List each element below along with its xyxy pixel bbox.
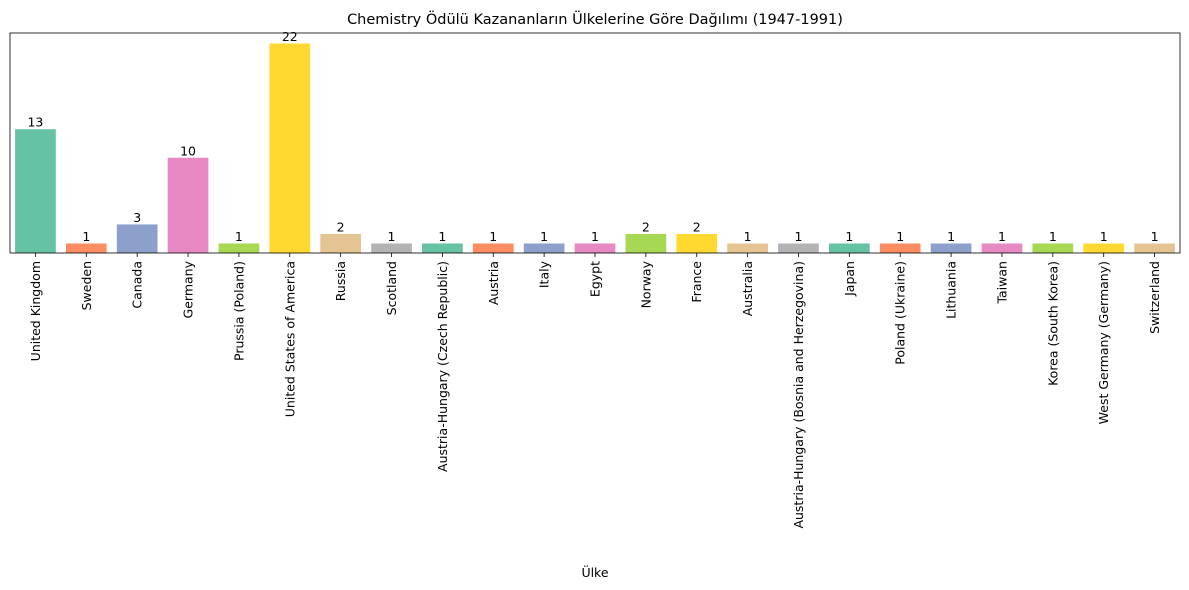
bar (981, 243, 1023, 253)
x-axis-title: Ülke (581, 564, 608, 580)
bar-value-label: 10 (180, 143, 196, 158)
bar-value-label: 1 (998, 229, 1006, 244)
x-tick-label: Russia (333, 261, 348, 301)
bar (116, 224, 158, 253)
plot-frame (9, 32, 1181, 254)
bar-value-label: 1 (1151, 229, 1159, 244)
x-tick-label: West Germany (Germany) (1096, 261, 1111, 424)
bar (269, 43, 311, 254)
bar (320, 233, 361, 253)
bar-value-label: 1 (1049, 229, 1057, 244)
bar (1083, 243, 1125, 253)
bar (879, 243, 921, 253)
bar (727, 243, 768, 253)
bar-value-label: 2 (642, 219, 650, 234)
bar-value-label: 1 (438, 229, 446, 244)
bar-value-label: 1 (896, 229, 904, 244)
x-tick-label: Egypt (588, 261, 603, 297)
bar-value-label: 1 (845, 229, 853, 244)
bar-value-label: 1 (235, 229, 243, 244)
bar (1032, 243, 1074, 253)
x-tick-label: Sweden (79, 261, 94, 310)
x-tick-label: Switzerland (1147, 261, 1162, 334)
bar-value-label: 3 (133, 210, 141, 225)
bar (472, 243, 514, 253)
x-tick-label: Austria-Hungary (Czech Republic) (435, 261, 450, 472)
bar (625, 233, 667, 253)
x-tick-label: Canada (130, 261, 145, 309)
x-tick-label: Germany (181, 260, 196, 318)
x-tick-label: Austria-Hungary (Bosnia and Herzegovina) (791, 261, 806, 529)
bar (167, 157, 209, 253)
x-tick-label: Poland (Ukraine) (893, 261, 908, 365)
bar-value-label: 2 (693, 219, 701, 234)
x-tick-label: Korea (South Korea) (1045, 261, 1060, 386)
bar (778, 243, 819, 253)
bar-value-label: 1 (591, 229, 599, 244)
bar-value-label: 2 (337, 219, 345, 234)
bar-value-label: 1 (1100, 229, 1108, 244)
bar (676, 233, 718, 253)
x-ticks-group: United Kingdom Sweden Canada Germany Prussia… (28, 253, 1162, 529)
bar (1134, 243, 1175, 253)
bar (65, 243, 107, 253)
bar-value-label: 1 (489, 229, 497, 244)
x-tick-label: Taiwan (994, 261, 1009, 305)
bar (15, 129, 56, 253)
chart-title: Chemistry Ödülü Kazananların Ülkelerine … (347, 10, 843, 28)
x-tick-label: Italy (537, 260, 552, 288)
x-tick-label: United Kingdom (28, 261, 43, 361)
bar-value-label: 1 (795, 229, 803, 244)
x-tick-label: France (689, 261, 704, 303)
x-tick-label: Japan (842, 261, 857, 297)
bar (829, 243, 870, 253)
x-tick-label: Prussia (Poland) (231, 261, 246, 361)
bar (218, 243, 260, 253)
x-tick-label: Scotland (384, 261, 399, 315)
bar (574, 243, 616, 253)
x-tick-label: Australia (740, 261, 755, 316)
x-tick-label: United States of America (282, 261, 297, 417)
bar-value-label: 22 (282, 29, 298, 44)
x-tick-label: Lithuania (944, 261, 959, 319)
bars-group (15, 43, 1175, 254)
bar (371, 243, 412, 253)
bar-value-label: 1 (82, 229, 90, 244)
bar (930, 243, 972, 253)
x-tick-label: Norway (638, 260, 653, 308)
x-tick-label: Austria (486, 261, 501, 305)
bar-value-label: 1 (388, 229, 396, 244)
bar-value-label: 1 (744, 229, 752, 244)
bar-value-label: 1 (947, 229, 955, 244)
bar-value-label: 13 (27, 115, 43, 130)
bar (422, 243, 463, 253)
bar (523, 243, 565, 253)
bar-value-label: 1 (540, 229, 548, 244)
